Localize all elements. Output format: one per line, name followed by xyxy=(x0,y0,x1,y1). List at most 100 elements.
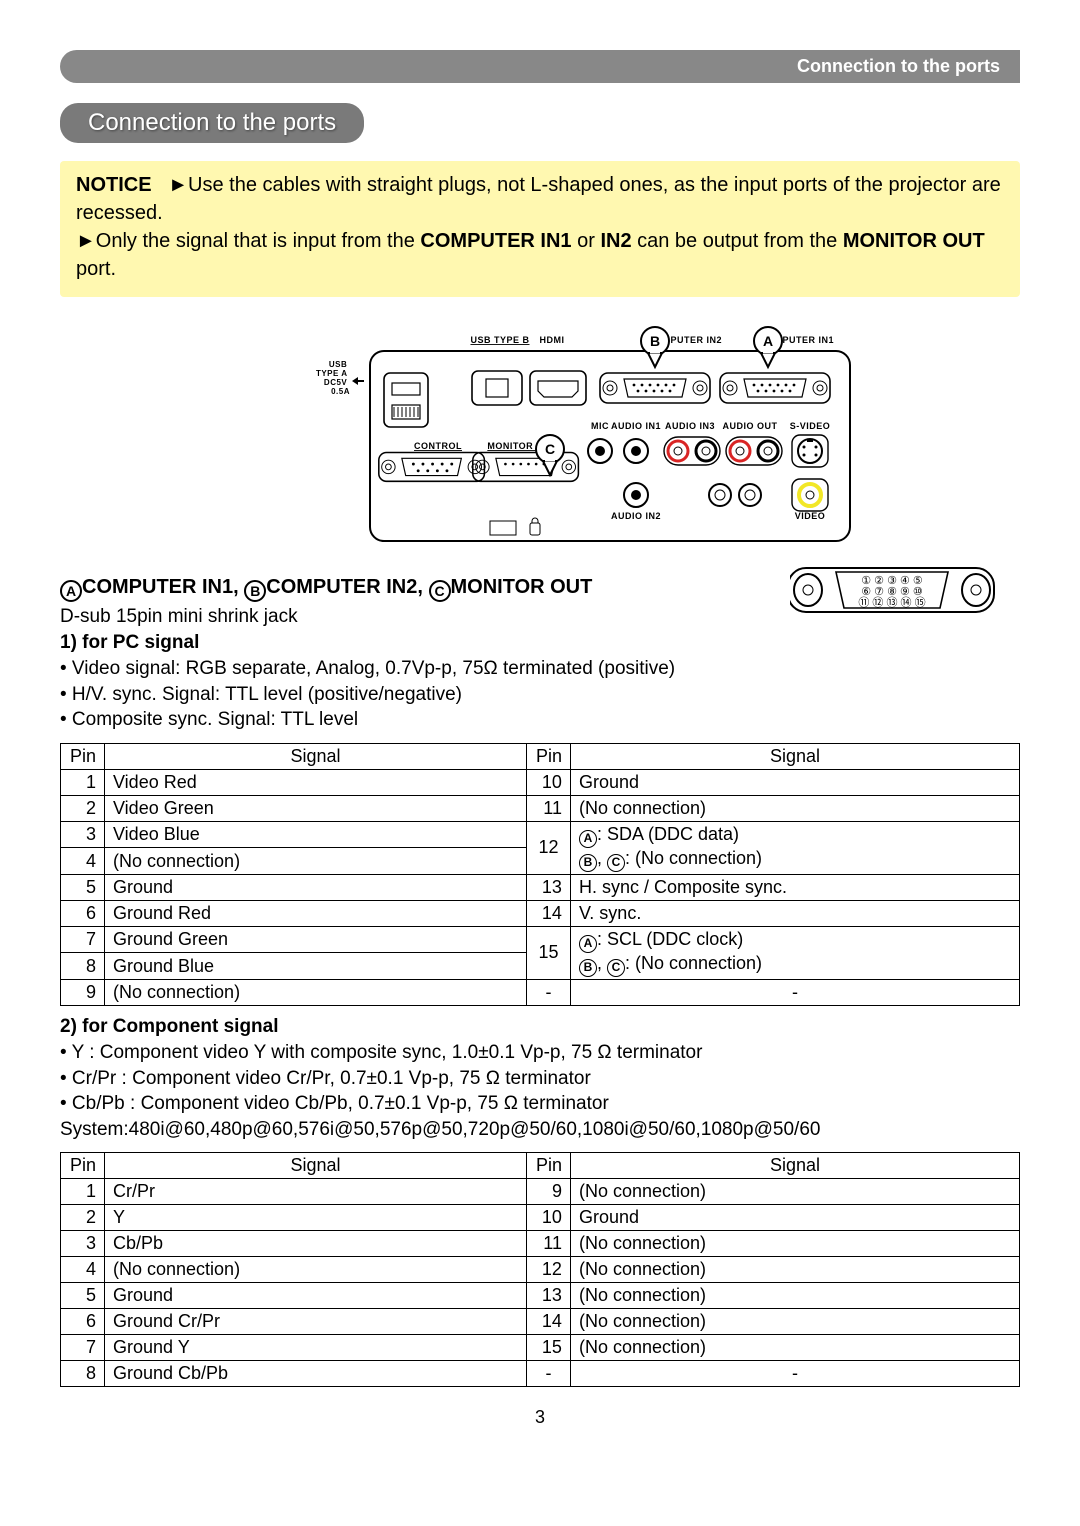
t2r-12p: 12 xyxy=(526,1257,570,1283)
t1l-6p: 6 xyxy=(61,900,105,926)
th2-pin2: Pin xyxy=(526,1153,570,1179)
heading-b-text: COMPUTER IN2, xyxy=(266,576,428,598)
t1r-15s: A: SCL (DDC clock)B, C: (No connection) xyxy=(570,926,1019,979)
svg-text:AUDIO IN2: AUDIO IN2 xyxy=(611,511,661,521)
t1r-10s: Ground xyxy=(570,769,1019,795)
t2l-6p: 6 xyxy=(61,1309,105,1335)
t2r-11p: 11 xyxy=(526,1231,570,1257)
t2l-8s: Ground Cb/Pb xyxy=(105,1361,527,1387)
svg-text:MIC: MIC xyxy=(591,421,609,431)
svg-text:AUDIO IN3: AUDIO IN3 xyxy=(665,421,715,431)
t1r-11s: (No connection) xyxy=(570,795,1019,821)
t2l-1s: Cr/Pr xyxy=(105,1179,527,1205)
t2r-15s: (No connection) xyxy=(570,1335,1019,1361)
circle-b-sm2: B xyxy=(579,959,597,977)
t1r-ds: - xyxy=(570,979,1019,1005)
diagram-svg: USB TYPE B HDMI COMPUTER IN2 COMPUTER IN… xyxy=(220,311,860,561)
t1l-7s: Ground Green xyxy=(105,926,527,953)
circle-a-sm: A xyxy=(579,830,597,848)
heading-a-text: COMPUTER IN1, xyxy=(82,576,244,598)
t2l-8p: 8 xyxy=(61,1361,105,1387)
callout-a: A xyxy=(754,327,782,367)
t1l-2p: 2 xyxy=(61,795,105,821)
circle-c-icon: C xyxy=(429,580,451,602)
t2r-15p: 15 xyxy=(526,1335,570,1361)
t2l-3p: 3 xyxy=(61,1231,105,1257)
t2l-3s: Cb/Pb xyxy=(105,1231,527,1257)
t2l-5s: Ground xyxy=(105,1283,527,1309)
t2r-14p: 14 xyxy=(526,1309,570,1335)
svg-text:AUDIO IN1: AUDIO IN1 xyxy=(611,421,661,431)
svg-text:C: C xyxy=(545,441,555,457)
th2-pin: Pin xyxy=(61,1153,105,1179)
notice-line2-g: port. xyxy=(76,258,116,280)
t2r-9s: (No connection) xyxy=(570,1179,1019,1205)
notice-box: NOTICE ►Use the cables with straight plu… xyxy=(60,161,1020,297)
notice-bold-in2: IN2 xyxy=(600,230,631,252)
t2l-4p: 4 xyxy=(61,1257,105,1283)
t1r-11p: 11 xyxy=(526,795,570,821)
t1r-13s: H. sync / Composite sync. xyxy=(570,874,1019,900)
th-pin2: Pin xyxy=(526,743,570,769)
notice-line1: ►Use the cables with straight plugs, not… xyxy=(76,174,1001,224)
t2r-13s: (No connection) xyxy=(570,1283,1019,1309)
t1l-2s: Video Green xyxy=(105,795,527,821)
notice-bold-monout: MONITOR OUT xyxy=(843,230,985,252)
callout-c: C xyxy=(536,435,564,475)
pc-b1: • Video signal: RGB separate, Analog, 0.… xyxy=(60,656,1020,682)
t1l-9p: 9 xyxy=(61,979,105,1005)
t2r-12s: (No connection) xyxy=(570,1257,1019,1283)
th2-signal2: Signal xyxy=(570,1153,1019,1179)
page-header-bar: Connection to the ports xyxy=(60,50,1020,83)
t2l-4s: (No connection) xyxy=(105,1257,527,1283)
notice-bold-in1: COMPUTER IN1 xyxy=(420,230,571,252)
t1r-14s: V. sync. xyxy=(570,900,1019,926)
pc-b3: • Composite sync. Signal: TTL level xyxy=(60,707,1020,733)
svg-text:CONTROL: CONTROL xyxy=(414,441,462,451)
t1r-10p: 10 xyxy=(526,769,570,795)
circle-a-icon: A xyxy=(60,580,82,602)
svg-text:AUDIO OUT: AUDIO OUT xyxy=(723,421,778,431)
t1l-8s: Ground Blue xyxy=(105,953,527,980)
t2l-7s: Ground Y xyxy=(105,1335,527,1361)
svg-text:USB TYPE B: USB TYPE B xyxy=(470,335,529,345)
section-title-text: Connection to the ports xyxy=(88,109,336,136)
callout-b: B xyxy=(641,327,669,367)
th-pin: Pin xyxy=(61,743,105,769)
t1l-7p: 7 xyxy=(61,926,105,953)
t1l-6s: Ground Red xyxy=(105,900,527,926)
circle-b-icon: B xyxy=(244,580,266,602)
pc-signal-title: 1) for PC signal xyxy=(60,632,1020,654)
t2r-9p: 9 xyxy=(526,1179,570,1205)
t2r-10s: Ground xyxy=(570,1205,1019,1231)
notice-line2-a: ►Only the signal that is input from the xyxy=(76,230,420,252)
circle-c-sm: C xyxy=(607,854,625,872)
t1l-9s: (No connection) xyxy=(105,979,527,1005)
svg-text:A: A xyxy=(763,333,773,349)
svg-text:S-VIDEO: S-VIDEO xyxy=(790,421,831,431)
t1r-13p: 13 xyxy=(526,874,570,900)
pc-b2: • H/V. sync. Signal: TTL level (positive… xyxy=(60,682,1020,708)
t2r-14s: (No connection) xyxy=(570,1309,1019,1335)
header-title: Connection to the ports xyxy=(797,56,1000,76)
t2l-2s: Y xyxy=(105,1205,527,1231)
svg-text:B: B xyxy=(650,333,660,349)
pin-table-pc: Pin Signal Pin Signal 1Video Red 10Groun… xyxy=(60,743,1020,1006)
section-title-pill: Connection to the ports xyxy=(60,103,364,143)
th2-signal: Signal xyxy=(105,1153,527,1179)
t1l-4p: 4 xyxy=(61,848,105,875)
svg-text:⑪ ⑫ ⑬ ⑭ ⑮: ⑪ ⑫ ⑬ ⑭ ⑮ xyxy=(858,596,925,609)
t2r-11s: (No connection) xyxy=(570,1231,1019,1257)
t1r-12s: A: SDA (DDC data)B, C: (No connection) xyxy=(570,821,1019,874)
t2l-7p: 7 xyxy=(61,1335,105,1361)
t1l-8p: 8 xyxy=(61,953,105,980)
svg-text:VIDEO: VIDEO xyxy=(795,511,826,521)
component-bullets: • Y : Component video Y with composite s… xyxy=(60,1040,1020,1143)
comp-b4: System:480i@60,480p@60,576i@50,576p@50,7… xyxy=(60,1117,1020,1143)
t2r-dp: - xyxy=(526,1361,570,1387)
t2l-1p: 1 xyxy=(61,1179,105,1205)
comp-b1: • Y : Component video Y with composite s… xyxy=(60,1040,1020,1066)
circle-a-sm2: A xyxy=(579,935,597,953)
t1r-dp: - xyxy=(526,979,570,1005)
rear-panel-diagram: USB TYPE B HDMI COMPUTER IN2 COMPUTER IN… xyxy=(60,311,1020,566)
